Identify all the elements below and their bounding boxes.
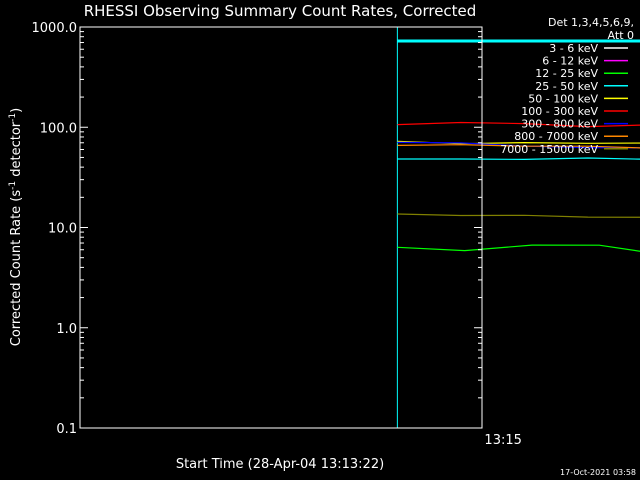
legend-label-5: 100 - 300 keV [521, 105, 598, 118]
y-tick-label: 1000.0 [32, 21, 78, 36]
y-axis-label-sup1: -1 [8, 181, 18, 190]
legend-label-1: 6 - 12 keV [542, 55, 598, 68]
legend-label-0: 3 - 6 keV [549, 42, 598, 55]
x-axis-label: Start Time (28-Apr-04 13:13:22) [176, 457, 384, 472]
x-tick-label: 13:15 [484, 433, 521, 448]
y-axis-label-part2: detector [9, 121, 24, 181]
y-axis-label: Corrected Count Rate (s-1 detector-1) [8, 108, 24, 346]
legend-label-6: 300 - 800 keV [521, 118, 598, 131]
legend-label-3: 25 - 50 keV [535, 80, 598, 93]
legend-label-2: 12 - 25 keV [535, 67, 598, 80]
legend-label-7: 800 - 7000 keV [514, 130, 598, 143]
plot-area: N [396, 27, 640, 428]
y-tick-label: 10.0 [48, 222, 77, 237]
axes: 0.11.010.0100.01000.013:1513:3013:4514:0… [32, 21, 522, 448]
legend-label-8: 7000 - 15000 keV [500, 143, 598, 156]
legend-header-attenuator: Att 0 [608, 29, 634, 42]
timestamp-label: 17-Oct-2021 03:58 [560, 468, 636, 477]
y-axis-label-part3: ) [9, 108, 24, 113]
y-tick-label: 0.1 [56, 422, 77, 437]
y-axis-label-sup2: -1 [8, 113, 18, 122]
legend-header-detectors: Det 1,3,4,5,6,9, [548, 16, 634, 29]
y-tick-label: 100.0 [40, 121, 77, 136]
y-tick-label: 1.0 [56, 322, 77, 337]
y-axis-label-part1: Corrected Count Rate (s [9, 190, 24, 347]
chart-title: RHESSI Observing Summary Count Rates, Co… [84, 2, 477, 20]
legend-label-4: 50 - 100 keV [528, 92, 598, 105]
